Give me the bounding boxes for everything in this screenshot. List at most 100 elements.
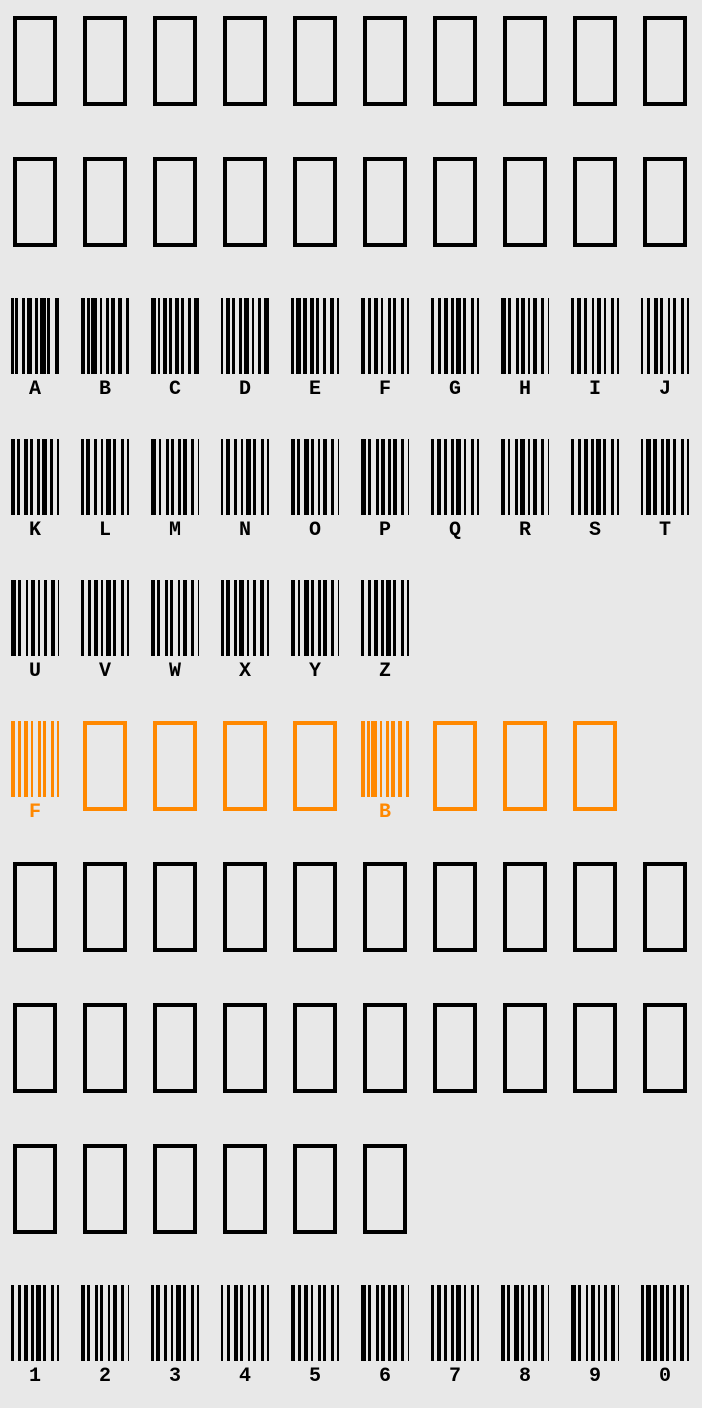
glyph-cell — [490, 846, 560, 985]
glyph-cell: P — [350, 423, 420, 562]
notdef-box-icon — [643, 862, 687, 952]
barcode-glyph — [361, 721, 409, 797]
barcode-glyph — [81, 1285, 129, 1361]
glyph-cell: 8 — [490, 1269, 560, 1408]
glyph-label: B — [379, 801, 391, 824]
barcode-glyph — [431, 439, 479, 515]
glyph-cell: 5 — [280, 1269, 350, 1408]
glyph-cell: C — [140, 282, 210, 421]
glyph-cell — [210, 987, 280, 1126]
barcode-glyph — [221, 580, 269, 656]
barcode-glyph — [571, 298, 619, 374]
glyph-label: 4 — [239, 1365, 251, 1388]
glyph-cell — [280, 705, 350, 844]
notdef-box-icon — [293, 16, 337, 106]
barcode-glyph — [361, 298, 409, 374]
glyph-label: E — [309, 378, 321, 401]
glyph-cell: O — [280, 423, 350, 562]
barcode-glyph — [221, 1285, 269, 1361]
glyph-label: C — [169, 378, 181, 401]
glyph-label: 5 — [309, 1365, 321, 1388]
glyph-label: L — [99, 519, 111, 542]
glyph-cell — [490, 705, 560, 844]
glyph-cell: K — [0, 423, 70, 562]
glyph-cell — [210, 846, 280, 985]
glyph-cell — [70, 987, 140, 1126]
glyph-cell — [630, 0, 700, 139]
glyph-cell — [420, 846, 490, 985]
glyph-label: F — [379, 378, 391, 401]
glyph-cell: B — [350, 705, 420, 844]
glyph-label: 3 — [169, 1365, 181, 1388]
glyph-cell — [280, 141, 350, 280]
glyph-cell — [0, 1128, 70, 1267]
glyph-cell: A — [0, 282, 70, 421]
glyph-cell — [630, 1128, 700, 1267]
glyph-cell: V — [70, 564, 140, 703]
glyph-cell — [210, 0, 280, 139]
glyph-cell — [630, 705, 700, 844]
glyph-cell: U — [0, 564, 70, 703]
notdef-box-icon — [153, 721, 197, 811]
glyph-cell — [70, 1128, 140, 1267]
glyph-label: 9 — [589, 1365, 601, 1388]
notdef-box-icon — [293, 862, 337, 952]
glyph-label: Z — [379, 660, 391, 683]
glyph-cell: D — [210, 282, 280, 421]
glyph-label: 2 — [99, 1365, 111, 1388]
glyph-cell — [0, 846, 70, 985]
barcode-glyph — [11, 580, 59, 656]
glyph-cell — [140, 705, 210, 844]
glyph-label: R — [519, 519, 531, 542]
glyph-cell — [490, 1128, 560, 1267]
glyph-cell — [280, 846, 350, 985]
glyph-cell — [490, 987, 560, 1126]
glyph-label: W — [169, 660, 181, 683]
glyph-cell — [420, 141, 490, 280]
glyph-cell — [630, 564, 700, 703]
barcode-glyph — [151, 298, 199, 374]
glyph-cell — [0, 141, 70, 280]
notdef-box-icon — [573, 721, 617, 811]
glyph-label: X — [239, 660, 251, 683]
notdef-box-icon — [503, 1003, 547, 1093]
glyph-label: I — [589, 378, 601, 401]
barcode-glyph — [11, 721, 59, 797]
glyph-cell: S — [560, 423, 630, 562]
notdef-box-icon — [363, 1003, 407, 1093]
glyph-label: K — [29, 519, 41, 542]
notdef-box-icon — [13, 1003, 57, 1093]
glyph-cell: Q — [420, 423, 490, 562]
notdef-box-icon — [153, 1003, 197, 1093]
notdef-box-icon — [643, 157, 687, 247]
glyph-cell — [210, 141, 280, 280]
glyph-cell — [210, 705, 280, 844]
notdef-box-icon — [153, 1144, 197, 1234]
glyph-cell — [280, 0, 350, 139]
notdef-box-icon — [573, 157, 617, 247]
glyph-cell — [490, 0, 560, 139]
notdef-box-icon — [83, 1003, 127, 1093]
glyph-cell: F — [0, 705, 70, 844]
glyph-label: V — [99, 660, 111, 683]
glyph-cell — [350, 0, 420, 139]
notdef-box-icon — [503, 16, 547, 106]
notdef-box-icon — [153, 157, 197, 247]
glyph-cell — [560, 1128, 630, 1267]
glyph-cell — [490, 141, 560, 280]
notdef-box-icon — [223, 1003, 267, 1093]
barcode-glyph — [501, 439, 549, 515]
glyph-cell: M — [140, 423, 210, 562]
barcode-glyph — [11, 439, 59, 515]
barcode-glyph — [641, 298, 689, 374]
notdef-box-icon — [643, 16, 687, 106]
glyph-cell — [630, 846, 700, 985]
glyph-cell: X — [210, 564, 280, 703]
glyph-label: 7 — [449, 1365, 461, 1388]
glyph-cell: 9 — [560, 1269, 630, 1408]
glyph-label: H — [519, 378, 531, 401]
notdef-box-icon — [433, 721, 477, 811]
barcode-glyph — [291, 580, 339, 656]
glyph-label: P — [379, 519, 391, 542]
glyph-cell — [70, 705, 140, 844]
